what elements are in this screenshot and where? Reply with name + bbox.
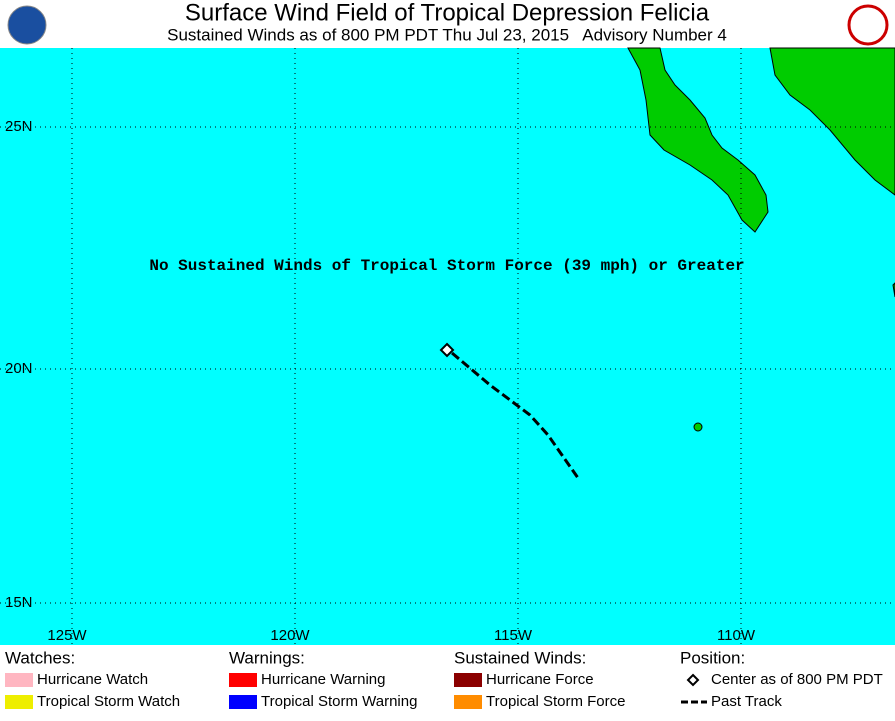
- legend-item: Tropical Storm Warning: [261, 693, 417, 710]
- legend-item: Past Track: [711, 693, 782, 710]
- lat-label: 25N: [5, 118, 33, 135]
- legend-heading: Position:: [680, 648, 745, 667]
- labels: 25N 20N 15N 125W 120W 115W 110W: [5, 118, 756, 644]
- mainland-mexico: [769, 47, 895, 196]
- swatch: [454, 695, 482, 709]
- annotation: No Sustained Winds of Tropical Storm For…: [149, 257, 744, 275]
- lon-label: 115W: [494, 627, 533, 644]
- swatch: [5, 695, 33, 709]
- noaa-logo: [7, 5, 47, 45]
- legend-item: Hurricane Force: [486, 671, 594, 688]
- map: 25N 20N 15N 125W 120W 115W 110W No Susta…: [0, 47, 895, 645]
- swatch: [229, 673, 257, 687]
- lat-label: 20N: [5, 360, 33, 377]
- lon-label: 110W: [717, 627, 756, 644]
- legend-item: Tropical Storm Watch: [37, 693, 180, 710]
- swatch: [5, 673, 33, 687]
- legend: Watches: Hurricane Watch Tropical Storm …: [5, 648, 883, 710]
- swatch: [229, 695, 257, 709]
- baja-california: [627, 47, 769, 233]
- legend-item: Hurricane Watch: [37, 671, 148, 688]
- past-track: [451, 351, 580, 479]
- subtitle: Sustained Winds as of 800 PM PDT Thu Jul…: [167, 25, 727, 44]
- center-symbol: [686, 673, 700, 687]
- grid: [0, 48, 895, 645]
- legend-heading: Warnings:: [229, 648, 305, 667]
- legend-item: Hurricane Warning: [261, 671, 386, 688]
- lon-label: 120W: [270, 627, 310, 644]
- island: [693, 422, 703, 432]
- lon-label: 125W: [47, 627, 87, 644]
- nws-logo: [847, 4, 889, 46]
- legend-heading: Sustained Winds:: [454, 648, 586, 667]
- swatch: [454, 673, 482, 687]
- lat-label: 15N: [5, 594, 33, 611]
- center: [439, 342, 455, 358]
- legend-item: Center as of 800 PM PDT: [711, 671, 883, 688]
- legend-item: Tropical Storm Force: [486, 693, 625, 710]
- title: Surface Wind Field of Tropical Depressio…: [185, 0, 710, 26]
- legend-heading: Watches:: [5, 648, 75, 667]
